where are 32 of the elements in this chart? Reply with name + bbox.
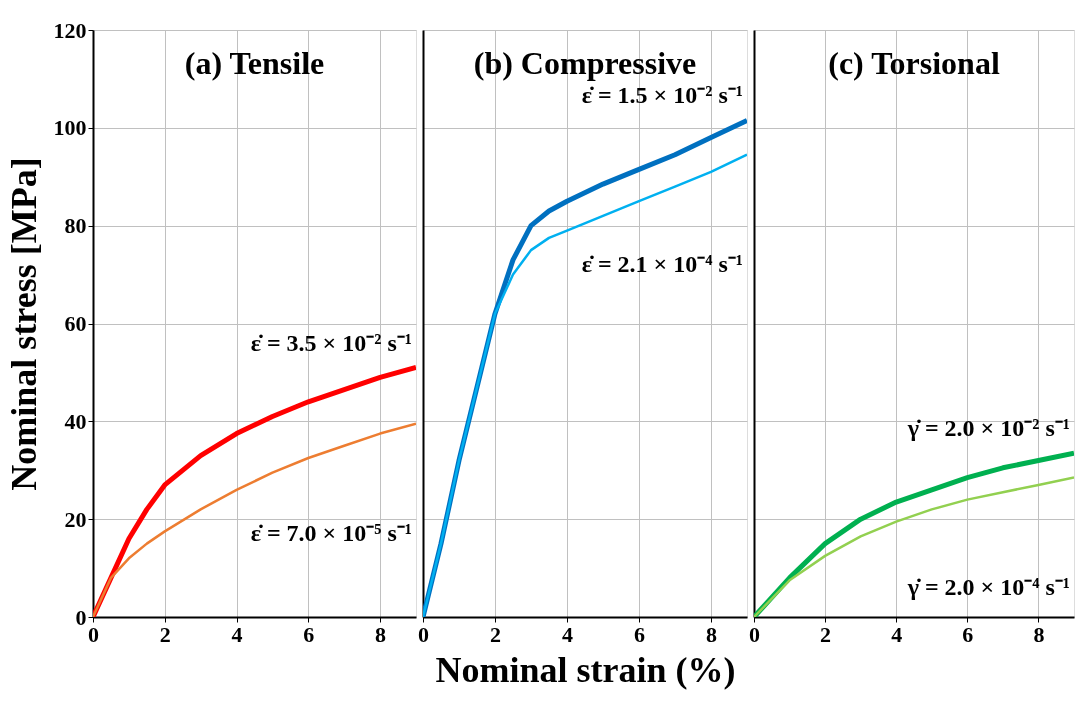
y-tick-label: 80 xyxy=(64,213,87,239)
y-tick-label: 60 xyxy=(64,311,87,336)
x-tick-label: 6 xyxy=(962,621,974,647)
x-tick-label: 8 xyxy=(1033,621,1045,647)
y-axis-title: Nominal stress [MPa] xyxy=(3,157,44,491)
x-tick-label: 6 xyxy=(303,621,315,647)
text: (a) Tensile xyxy=(184,45,325,81)
x-tick-label: 4 xyxy=(231,621,243,647)
x-tick-label: 8 xyxy=(706,621,717,647)
x-tick-label: 6 xyxy=(634,621,645,647)
x-tick-label: 0 xyxy=(418,621,429,647)
x-tick-label: 2 xyxy=(820,621,832,647)
y-tick-label: 0 xyxy=(75,604,87,630)
text: (b) Compressive xyxy=(473,45,697,81)
y-tick-label: 120 xyxy=(53,17,87,43)
x-tick-label: 0 xyxy=(749,621,760,647)
x-tick-label: 8 xyxy=(375,621,387,647)
y-tick-label: 40 xyxy=(64,408,87,434)
series-label: ε̇ = 1.5 × 10⁻² s⁻¹ xyxy=(581,82,743,109)
x-tick-label: 4 xyxy=(891,621,903,647)
x-tick-label: 2 xyxy=(159,621,171,647)
y-tick-label: 100 xyxy=(53,115,87,141)
series-label: ε̇ = 2.1 × 10⁻⁴ s⁻¹ xyxy=(581,250,743,277)
text: γ̇ = 2.0 × 10⁻⁴ s⁻¹ xyxy=(906,573,1070,600)
x-tick-label: 2 xyxy=(490,621,501,647)
series-label: ε̇ = 7.0 × 10⁻⁵ s⁻¹ xyxy=(250,519,412,546)
series-label: ε̇ = 3.5 × 10⁻² s⁻¹ xyxy=(250,329,412,356)
x-tick-label: 4 xyxy=(562,621,573,647)
series-label: γ̇ = 2.0 × 10⁻² s⁻¹ xyxy=(906,415,1070,442)
y-tick-label: 20 xyxy=(64,506,87,532)
x-axis-title: Nominal strain (%) xyxy=(435,649,736,690)
text: (c) Torsional xyxy=(828,45,1000,81)
